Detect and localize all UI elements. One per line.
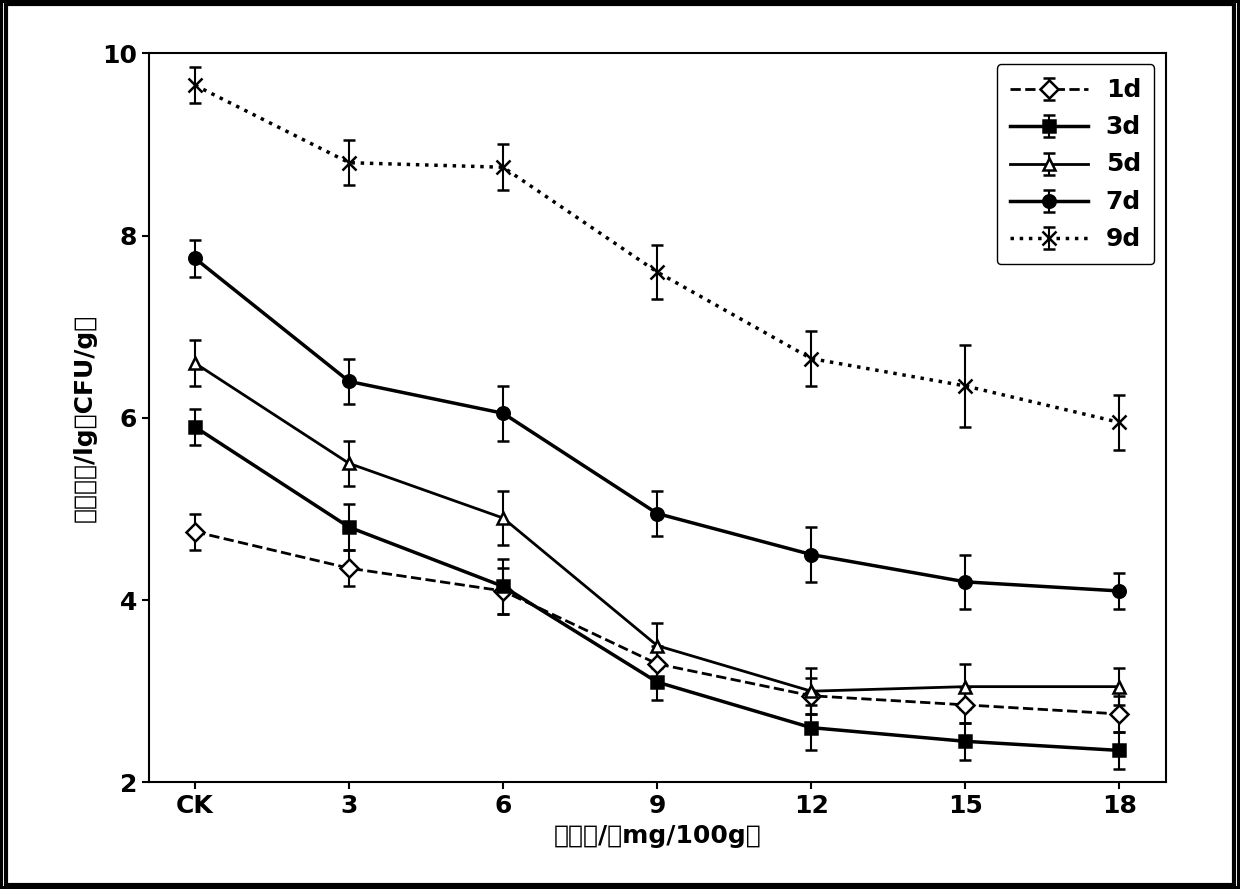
X-axis label: 添加量/（mg/100g）: 添加量/（mg/100g）	[553, 824, 761, 848]
Legend: 1d, 3d, 5d, 7d, 9d: 1d, 3d, 5d, 7d, 9d	[997, 64, 1154, 264]
Y-axis label: 菌落总数/lg（CFU/g）: 菌落总数/lg（CFU/g）	[72, 314, 97, 522]
